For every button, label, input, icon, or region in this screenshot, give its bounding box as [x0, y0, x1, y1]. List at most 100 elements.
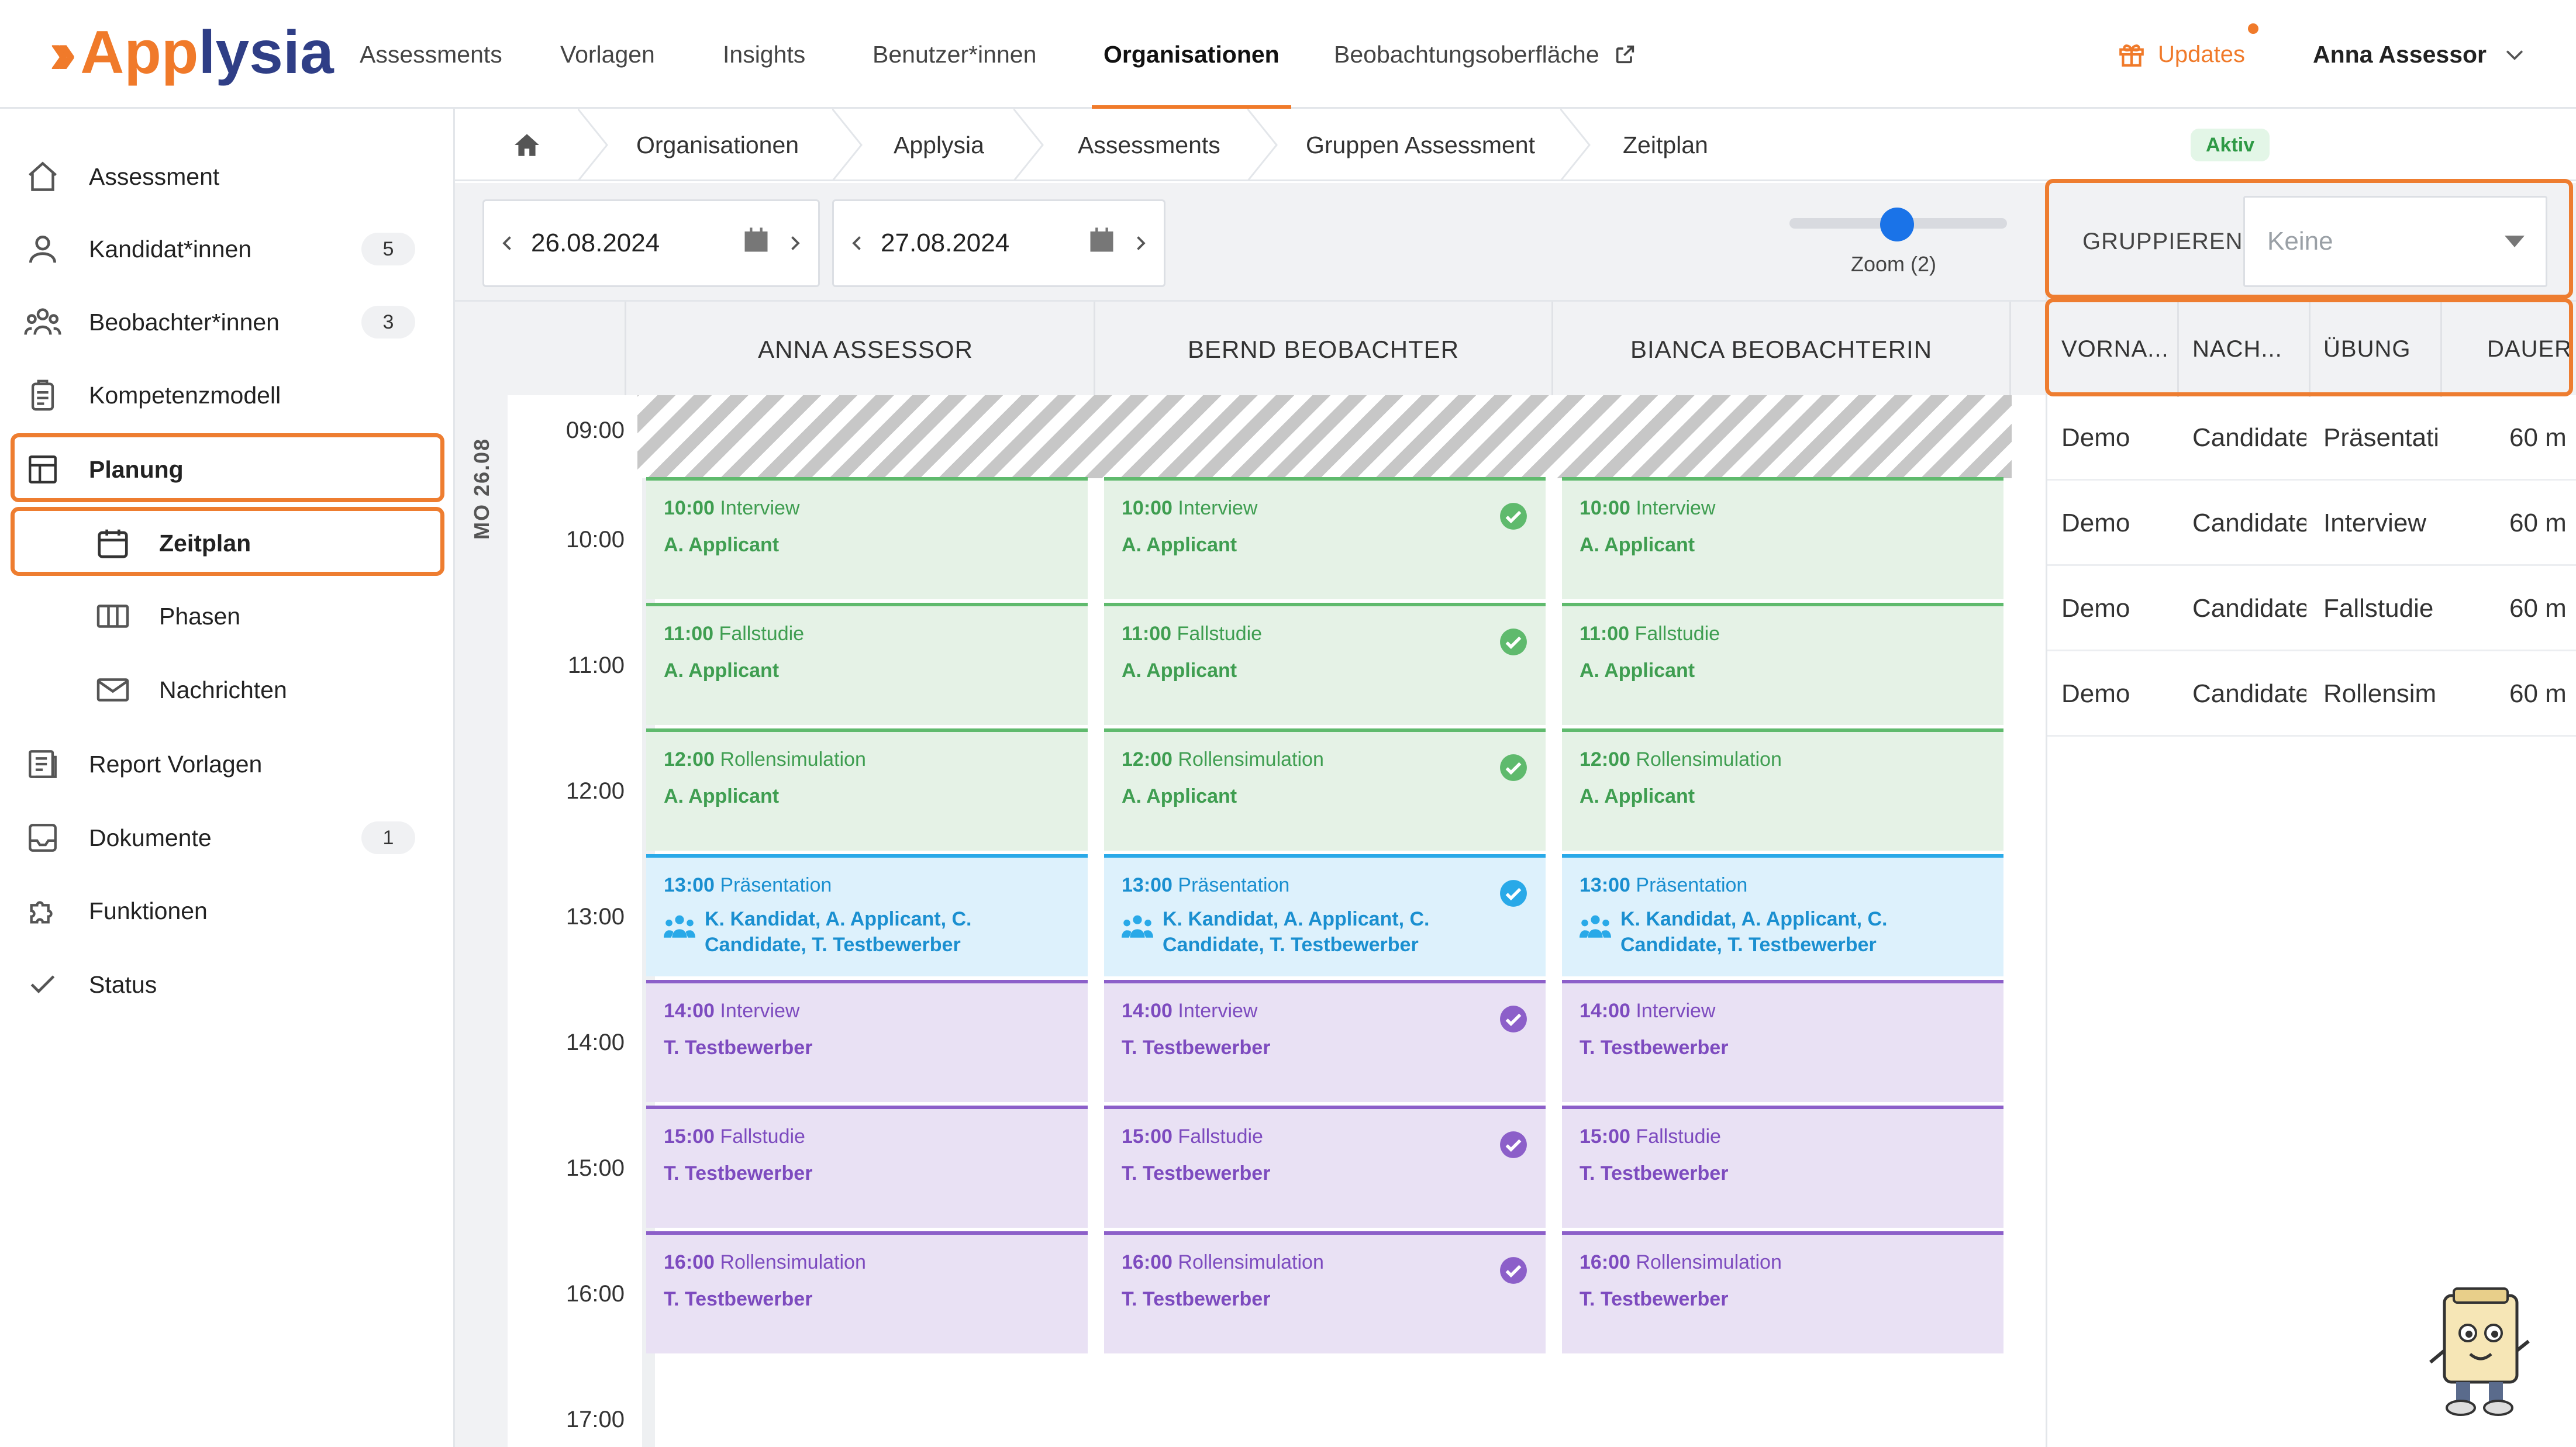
event-block[interactable]: 13:00 Präsentation K. Kandidat, A. Applic… [1104, 854, 1546, 976]
sidebar-item-report-vorlagen[interactable]: Report Vorlagen [23, 735, 433, 793]
calendar-icon[interactable] [1087, 225, 1117, 262]
sidebar-item-funktionen[interactable]: Funktionen [23, 882, 433, 940]
report-icon [23, 745, 62, 783]
breadcrumb-organisationen[interactable]: Organisationen [636, 131, 799, 158]
event-block[interactable]: 16:00 Rollensimulation T. Testbewerber [1104, 1231, 1546, 1353]
column-divider [625, 302, 626, 397]
sidebar-item-dokumente[interactable]: Dokumente 1 [23, 809, 433, 867]
nav-beobachtungsoberflaeche[interactable]: Beobachtungsoberfläche [1334, 0, 1637, 109]
sidebar-item-zeitplan[interactable]: Zeitplan [94, 514, 433, 572]
time-label: 13:00 [565, 904, 625, 930]
event-block[interactable]: 15:00 Fallstudie T. Testbewerber [646, 1106, 1088, 1228]
nav-vorlagen[interactable]: Vorlagen [560, 40, 655, 68]
breadcrumb-separator [832, 109, 863, 181]
event-participant: T. Testbewerber [1122, 1162, 1271, 1184]
date-to-picker[interactable]: 27.08.2024 [832, 199, 1165, 287]
column-header-dauer[interactable]: DAUER [2487, 336, 2572, 362]
event-block[interactable]: 16:00 Rollensimulation T. Testbewerber [1562, 1231, 2003, 1353]
event-title: 11:00 Fallstudie [1122, 623, 1263, 645]
event-participant: A. Applicant [1580, 534, 1695, 556]
table-row[interactable]: Demo Candidate Präsentati 60 m [2047, 395, 2576, 481]
column-header-vorname[interactable]: VORNA... [2061, 336, 2169, 362]
check-circle-icon [1499, 753, 1528, 788]
check-circle-icon [1499, 1130, 1528, 1165]
column-header-nachname[interactable]: NACH... [2192, 336, 2282, 362]
chevron-left-icon[interactable] [484, 233, 531, 254]
sidebar-item-kompetenzmodell[interactable]: Kompetenzmodell [23, 366, 433, 424]
sidebar-item-label: Zeitplan [159, 529, 251, 557]
applysia-logo[interactable]: ›› App lysia [49, 18, 334, 88]
table-row[interactable]: Demo Candidate Fallstudie 60 m [2047, 566, 2576, 651]
event-participant: A. Applicant [1122, 785, 1237, 807]
event-block[interactable]: 12:00 Rollensimulation A. Applicant [1104, 728, 1546, 851]
check-icon [23, 965, 62, 1004]
date-from-value: 26.08.2024 [531, 229, 660, 257]
sidebar-item-kandidaten[interactable]: Kandidat*innen 5 [23, 220, 433, 278]
event-participant: A. Applicant [1580, 785, 1695, 807]
sidebar-item-phasen[interactable]: Phasen [94, 587, 433, 645]
unavailable-time-block [637, 395, 2012, 478]
table-cell: Demo [2061, 594, 2130, 623]
sidebar-item-status[interactable]: Status [23, 955, 433, 1014]
breadcrumb-gruppen-assessment[interactable]: Gruppen Assessment [1306, 131, 1535, 158]
sidebar-item-label: Status [89, 971, 157, 998]
column-header-uebung[interactable]: ÜBUNG [2323, 336, 2411, 362]
home-icon [23, 157, 62, 196]
event-block[interactable]: 13:00 Präsentation K. Kandidat, A. Applic… [646, 854, 1088, 976]
chevron-right-icon[interactable] [1117, 233, 1164, 254]
event-block[interactable]: 12:00 Rollensimulation A. Applicant [1562, 728, 2003, 851]
event-block[interactable]: 16:00 Rollensimulation T. Testbewerber [646, 1231, 1088, 1353]
group-label: GRUPPIEREN [2082, 228, 2243, 254]
highlight-table-header [2045, 298, 2573, 396]
count-badge: 1 [361, 821, 415, 854]
group-icon [1122, 906, 1163, 944]
sidebar-item-beobachter[interactable]: Beobachter*innen 3 [23, 293, 433, 351]
table-row[interactable]: Demo Candidate Interview 60 m [2047, 481, 2576, 566]
table-row[interactable]: Demo Candidate Rollensimu 60 m [2047, 651, 2576, 737]
calendar-header: ANNA ASSESSOR BERND BEOBACHTER BIANCA BE… [455, 300, 2046, 397]
chevron-left-icon[interactable] [834, 233, 881, 254]
nav-assessments[interactable]: Assessments [360, 40, 502, 68]
nav-insights[interactable]: Insights [723, 40, 806, 68]
logo-chevron-icon: ›› [49, 18, 77, 87]
sidebar-item-assessment[interactable]: Assessment [23, 147, 433, 206]
date-from-picker[interactable]: 26.08.2024 [482, 199, 820, 287]
event-block[interactable]: 14:00 Interview T. Testbewerber [646, 980, 1088, 1102]
event-block[interactable]: 15:00 Fallstudie T. Testbewerber [1104, 1106, 1546, 1228]
user-menu[interactable]: Anna Assessor [2313, 0, 2527, 109]
updates-button[interactable]: Updates [2117, 0, 2245, 109]
column-divider [2177, 302, 2179, 397]
event-block[interactable]: 15:00 Fallstudie T. Testbewerber [1562, 1106, 2003, 1228]
event-participant: A. Applicant [664, 534, 780, 556]
time-label: 16:00 [565, 1281, 625, 1307]
event-block[interactable]: 12:00 Rollensimulation A. Applicant [646, 728, 1088, 851]
calendar-icon[interactable] [741, 225, 771, 262]
external-link-icon [1616, 45, 1634, 64]
chevron-right-icon[interactable] [771, 233, 818, 254]
nav-organisationen[interactable]: Organisationen [1092, 0, 1291, 109]
top-navigation-bar: ›› App lysia Assessments Vorlagen Insight… [0, 0, 2576, 109]
table-cell: Fallstudie [2323, 594, 2434, 623]
breadcrumb-home[interactable] [512, 109, 542, 181]
event-block[interactable]: 10:00 Interview A. Applicant [1562, 477, 2003, 599]
group-select[interactable]: Keine [2243, 196, 2547, 287]
sidebar-item-nachrichten[interactable]: Nachrichten [94, 661, 433, 719]
event-block[interactable]: 11:00 Fallstudie A. Applicant [646, 603, 1088, 725]
chevron-down-icon [2506, 50, 2523, 60]
breadcrumb-applysia[interactable]: Applysia [894, 131, 984, 158]
event-block[interactable]: 10:00 Interview A. Applicant [646, 477, 1088, 599]
assistant-mascot-icon[interactable] [2421, 1286, 2538, 1421]
event-block[interactable]: 10:00 Interview A. Applicant [1104, 477, 1546, 599]
event-block[interactable]: 11:00 Fallstudie A. Applicant [1562, 603, 2003, 725]
event-block[interactable]: 14:00 Interview T. Testbewerber [1104, 980, 1546, 1102]
sidebar-item-planung[interactable]: Planung [23, 440, 433, 499]
breadcrumb-assessments[interactable]: Assessments [1078, 131, 1220, 158]
zoom-slider-handle[interactable] [1880, 208, 1914, 241]
event-block[interactable]: 14:00 Interview T. Testbewerber [1562, 980, 2003, 1102]
event-title: 10:00 Interview [1122, 497, 1258, 519]
event-block[interactable]: 13:00 Präsentation K. Kandidat, A. Applic… [1562, 854, 2003, 976]
table-cell: 60 m [2509, 679, 2567, 708]
event-block[interactable]: 11:00 Fallstudie A. Applicant [1104, 603, 1546, 725]
nav-benutzer[interactable]: Benutzer*innen [873, 40, 1037, 68]
sidebar: Assessment Kandidat*innen 5 Beobachter*i… [0, 109, 455, 1447]
